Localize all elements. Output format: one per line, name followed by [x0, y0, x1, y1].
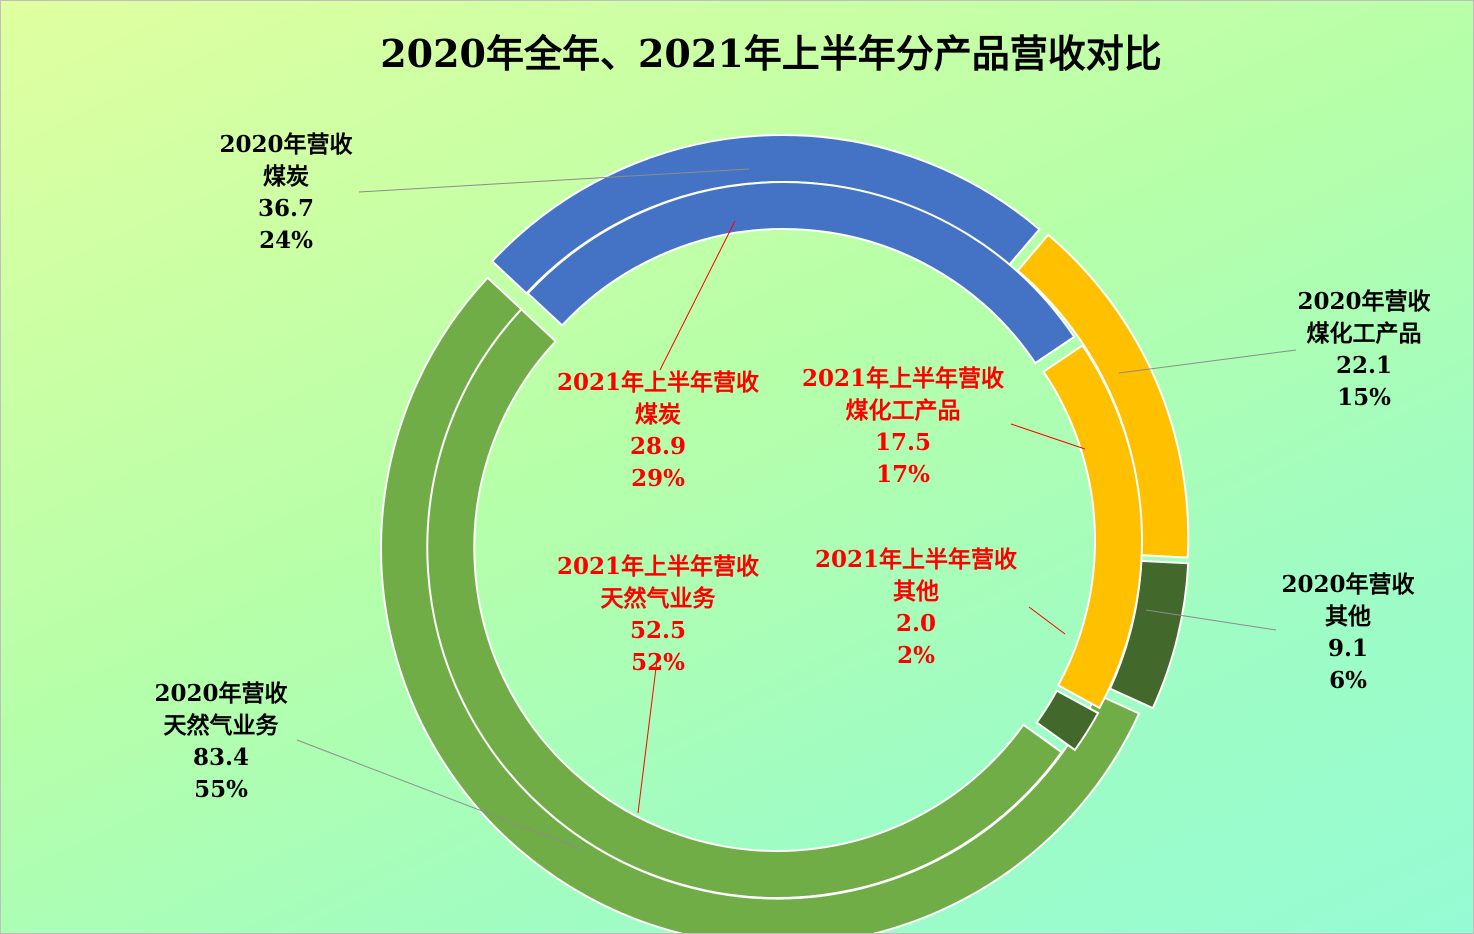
outer-leader-line-coal	[358, 168, 750, 193]
inner-label-coalchem-category: 煤化工产品	[845, 397, 961, 424]
inner-label-coal-percent: 29%	[631, 465, 685, 492]
inner-slice-gas	[426, 307, 1063, 899]
outer-label-coal: 2020年营收 煤炭 36.7 24%	[186, 129, 386, 257]
outer-label-coalchem-category: 煤化工产品	[1306, 320, 1422, 347]
outer-label-coalchem-series: 2020年营收	[1297, 288, 1431, 315]
inner-label-gas: 2021年上半年营收 天然气业务 52.5 52%	[538, 551, 778, 679]
inner-leader-line-gas	[637, 659, 658, 814]
outer-label-coal-series: 2020年营收	[219, 131, 353, 158]
inner-slice-coalchem	[1042, 344, 1143, 710]
outer-label-coalchem-percent: 15%	[1337, 384, 1391, 411]
inner-label-coalchem: 2021年上半年营收 煤化工产品 17.5 17%	[783, 363, 1023, 491]
inner-label-gas-series: 2021年上半年营收	[556, 553, 759, 580]
inner-label-coal-value: 28.9	[629, 433, 687, 460]
inner-slice-coal	[526, 181, 1076, 365]
outer-label-other-series: 2020年营收	[1281, 571, 1415, 598]
inner-label-other-series: 2021年上半年营收	[814, 546, 1017, 573]
outer-leader-line-other	[1145, 609, 1277, 631]
outer-label-gas: 2020年营收 天然气业务 83.4 55%	[121, 678, 321, 806]
inner-leader-line-coal	[659, 220, 736, 371]
inner-label-coalchem-value: 17.5	[874, 429, 932, 456]
inner-label-other-value: 2.0	[895, 610, 936, 637]
inner-label-other: 2021年上半年营收 其他 2.0 2%	[796, 544, 1036, 672]
inner-label-other-percent: 2%	[897, 642, 935, 669]
inner-label-coalchem-percent: 17%	[876, 461, 930, 488]
outer-label-gas-category: 天然气业务	[163, 712, 279, 739]
inner-leader-line-coalchem	[1010, 423, 1086, 450]
outer-leader-line-gas	[296, 739, 582, 850]
outer-label-other-value: 9.1	[1327, 635, 1368, 662]
inner-leader-line-other	[1028, 606, 1066, 635]
outer-label-gas-percent: 55%	[194, 776, 248, 803]
outer-label-coal-category: 煤炭	[263, 163, 309, 190]
outer-label-other-percent: 6%	[1329, 667, 1367, 694]
inner-label-other-category: 其他	[893, 578, 939, 605]
outer-leader-line-coalchem	[1118, 349, 1297, 374]
inner-label-coal-series: 2021年上半年营收	[556, 369, 759, 396]
inner-label-gas-category: 天然气业务	[600, 585, 716, 612]
outer-label-coalchem-value: 22.1	[1335, 352, 1393, 379]
inner-slice-other	[1035, 689, 1100, 752]
inner-label-gas-value: 52.5	[629, 617, 687, 644]
outer-slice-coalchem	[1016, 233, 1190, 559]
inner-label-gas-percent: 52%	[631, 649, 685, 676]
outer-label-coalchem: 2020年营收 煤化工产品 22.1 15%	[1264, 286, 1464, 414]
outer-label-other: 2020年营收 其他 9.1 6%	[1248, 569, 1448, 697]
outer-label-coal-value: 36.7	[257, 195, 315, 222]
inner-label-coalchem-series: 2021年上半年营收	[801, 365, 1004, 392]
chart-title: 2020年全年、2021年上半年分产品营收对比	[380, 31, 1162, 76]
inner-label-coal-category: 煤炭	[635, 401, 681, 428]
inner-label-coal: 2021年上半年营收 煤炭 28.9 29%	[538, 367, 778, 495]
outer-label-other-category: 其他	[1325, 603, 1371, 630]
outer-label-gas-series: 2020年营收	[154, 680, 288, 707]
outer-label-gas-value: 83.4	[192, 744, 250, 771]
outer-label-coal-percent: 24%	[259, 227, 313, 254]
